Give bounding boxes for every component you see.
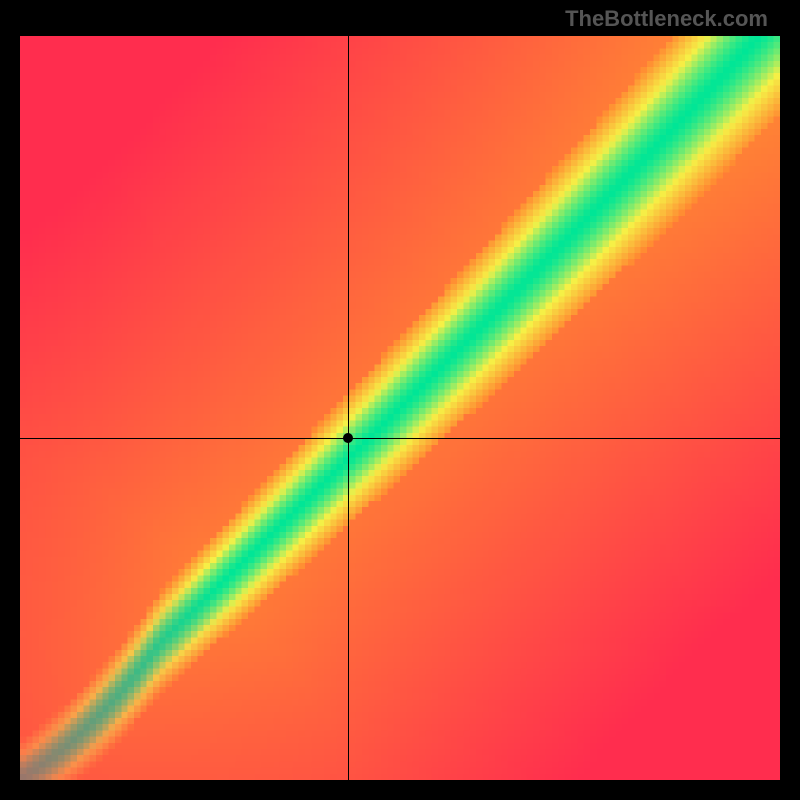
plot-area xyxy=(20,36,780,780)
crosshair-vertical xyxy=(348,36,349,780)
crosshair-horizontal xyxy=(20,438,780,439)
chart-container: TheBottleneck.com xyxy=(0,0,800,800)
data-point-marker xyxy=(343,433,353,443)
heatmap-canvas xyxy=(20,36,780,780)
watermark-text: TheBottleneck.com xyxy=(565,6,768,32)
